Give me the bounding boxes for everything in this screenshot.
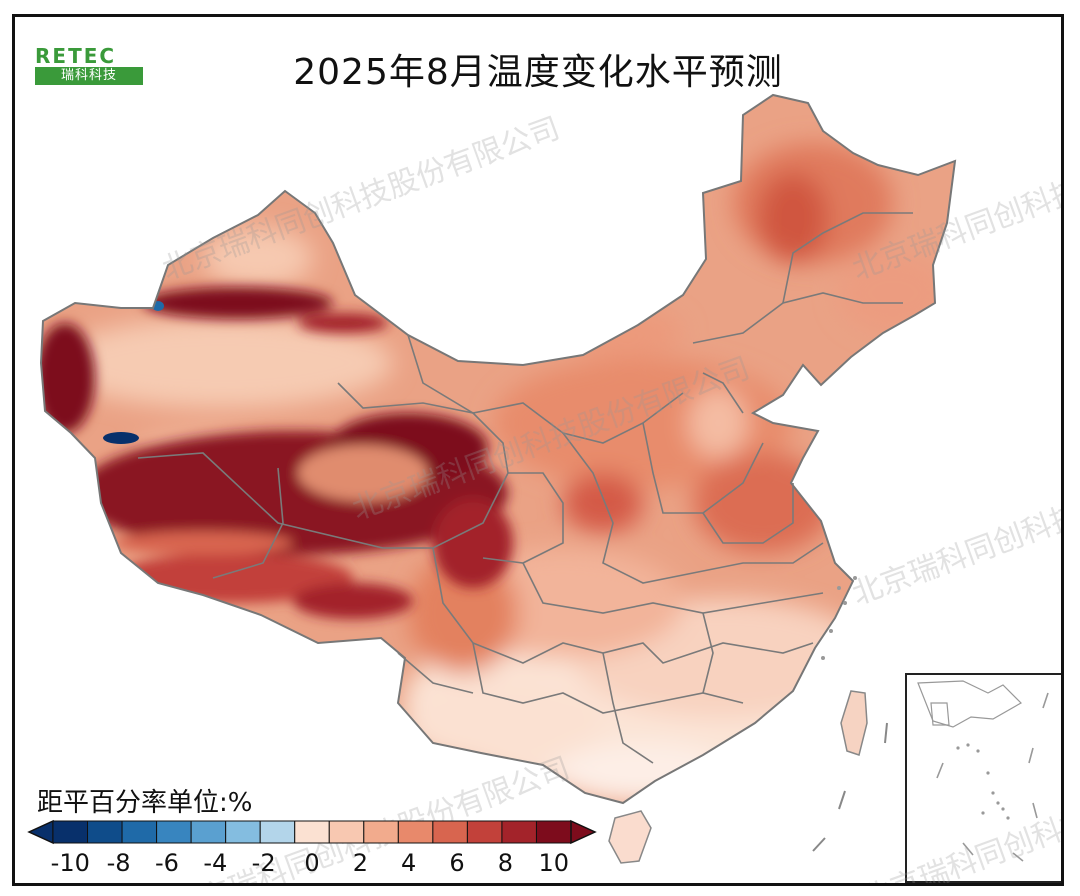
color-bar-tick-label: -4 [203, 849, 228, 877]
hainan-island [608, 810, 652, 864]
china-temperature-map [39, 93, 1061, 883]
color-bar-swatch [52, 820, 89, 844]
color-bar-tick-label: -6 [154, 849, 179, 877]
logo-wordmark: RETEC [35, 44, 117, 68]
color-bar-swatch [156, 820, 192, 844]
color-bar-tick-label: 8 [497, 849, 514, 877]
temperature-field [41, 95, 955, 803]
color-bar-tick-label: -8 [106, 849, 131, 877]
province-borders [137, 212, 913, 764]
taiwan-island [840, 690, 868, 756]
color-bar-tick-label: -2 [251, 849, 276, 877]
color-bar-swatch [535, 820, 572, 844]
color-bar-tick-label: 6 [449, 849, 465, 877]
legend-unit-label: 距平百分率单位:% [37, 788, 253, 818]
dash-lines [812, 722, 888, 852]
color-bar [27, 819, 597, 845]
color-bar-swatch [328, 820, 365, 844]
color-bar-swatch [363, 820, 399, 844]
color-bar-swatch [225, 820, 261, 844]
south-china-sea-inset [905, 673, 1061, 883]
map-frame: 北京瑞科同创科技股份有限公司 北京瑞科同创科技股份有限公司 北京瑞科同创科技股份… [12, 14, 1064, 886]
country-border [39, 93, 957, 805]
color-bar-swatch [397, 820, 434, 844]
color-bar-tick-label: -10 [50, 849, 90, 877]
map-title: 2025年8月温度变化水平预测 [293, 52, 783, 93]
company-logo: RETEC 瑞科科技 [35, 45, 143, 85]
color-bar-tick-label: 10 [538, 849, 569, 877]
color-bar-swatch [259, 820, 296, 844]
color-bar-swatch [190, 820, 227, 844]
color-bar-arrow-high [570, 819, 597, 845]
color-bar-swatch [294, 820, 330, 844]
color-bar-tick-label: 0 [304, 849, 320, 877]
color-bar-swatch [466, 820, 503, 844]
logo-subtext: 瑞科科技 [35, 67, 143, 85]
color-bar-swatch [501, 820, 537, 844]
color-bar-tick-label: 2 [352, 849, 368, 877]
color-bar-tick-label: 4 [401, 849, 417, 877]
color-bar-swatch [87, 820, 123, 844]
coastal-islands [821, 576, 857, 660]
color-bar-swatch [121, 820, 158, 844]
color-bar-swatch [432, 820, 468, 844]
color-bar-arrow-low [27, 819, 54, 845]
